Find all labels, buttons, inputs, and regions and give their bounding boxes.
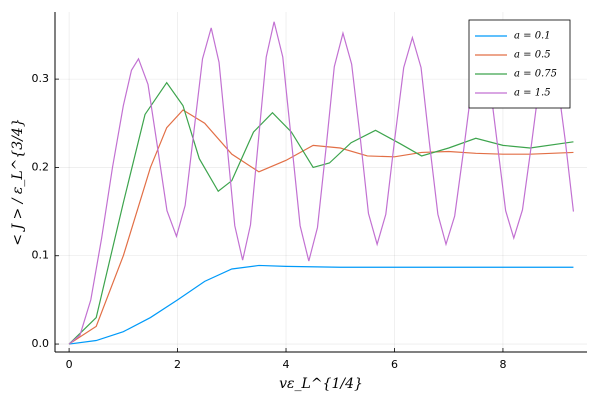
x-axis-label: vε_L^{1/4} [279,376,363,392]
legend-label: a = 1.5 [514,88,551,99]
x-tick-label: 2 [174,358,181,371]
legend-label: a = 0.5 [514,50,551,61]
x-tick-label: 6 [391,358,398,371]
line-series [68,109,574,345]
x-tick-label: 8 [499,358,506,371]
y-tick-label: 0.3 [32,72,50,85]
y-tick-label: 0.0 [32,337,50,350]
y-tick-label: 0.1 [32,249,50,262]
y-axis-label: < J > / ε_L^{3/4} [10,118,26,245]
line-series [69,264,574,345]
x-tick-label: 4 [283,358,290,371]
legend-label: a = 0.1 [514,31,551,42]
y-tick-label: 0.2 [32,160,50,173]
x-tick-label: 0 [66,358,73,371]
line-series [68,81,574,345]
legend-label: a = 0.75 [514,69,557,80]
